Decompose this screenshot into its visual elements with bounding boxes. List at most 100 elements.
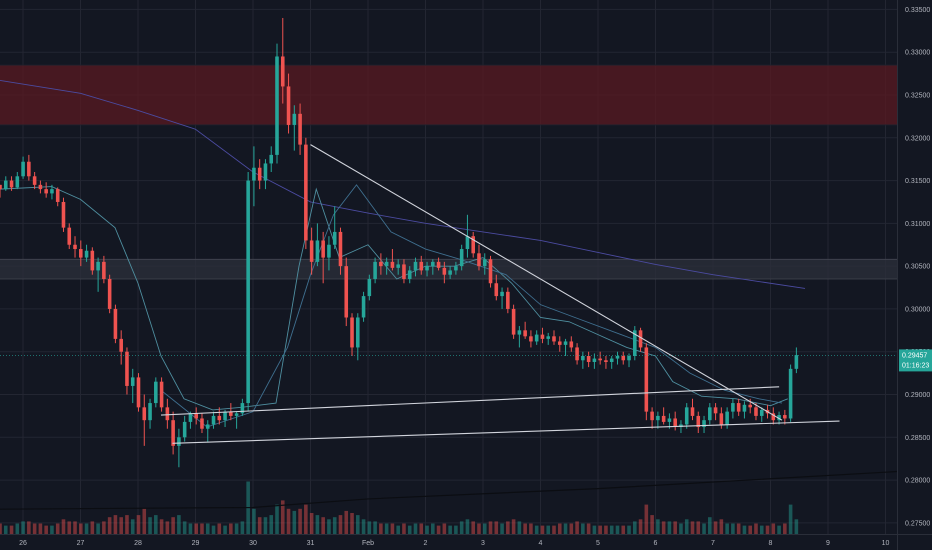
candle-up[interactable]: [407, 270, 412, 279]
candle-up[interactable]: [327, 244, 331, 258]
candle-up[interactable]: [361, 296, 366, 318]
candle-down[interactable]: [125, 351, 129, 386]
candle-down[interactable]: [586, 356, 591, 362]
candle-down[interactable]: [338, 231, 343, 267]
candle-down[interactable]: [44, 189, 48, 194]
candle-down[interactable]: [0, 184, 2, 190]
candle-down[interactable]: [506, 291, 510, 309]
candle-up[interactable]: [292, 113, 297, 125]
candle-down[interactable]: [494, 283, 499, 297]
candle-down[interactable]: [540, 334, 545, 339]
candle-up[interactable]: [425, 266, 429, 271]
candle-up[interactable]: [459, 249, 464, 267]
candle-down[interactable]: [119, 338, 123, 352]
candle-up[interactable]: [269, 154, 274, 164]
candle-up[interactable]: [413, 261, 418, 271]
candle-down[interactable]: [690, 407, 695, 416]
candle-up[interactable]: [356, 317, 360, 348]
candle-down[interactable]: [719, 413, 724, 425]
candle-up[interactable]: [517, 330, 522, 335]
candle-up[interactable]: [482, 259, 487, 267]
candle-up[interactable]: [627, 356, 631, 361]
candle-down[interactable]: [159, 381, 164, 408]
candle-up[interactable]: [546, 336, 551, 339]
candle-down[interactable]: [511, 308, 516, 335]
candle-down[interactable]: [102, 261, 106, 279]
candle-up[interactable]: [177, 437, 181, 446]
candle-down[interactable]: [402, 264, 406, 279]
candle-down[interactable]: [229, 411, 233, 416]
candle-down[interactable]: [379, 261, 383, 267]
candle-up[interactable]: [373, 261, 377, 279]
candle-down[interactable]: [673, 418, 677, 428]
candle-down[interactable]: [650, 411, 654, 421]
candle-up[interactable]: [84, 250, 89, 258]
candle-up[interactable]: [534, 334, 539, 342]
candle-down[interactable]: [552, 336, 556, 342]
candle-down[interactable]: [557, 341, 562, 345]
candle-up[interactable]: [702, 420, 706, 428]
candle-up[interactable]: [500, 291, 504, 297]
candle-up[interactable]: [3, 180, 8, 190]
candle-up[interactable]: [667, 418, 672, 422]
candle-down[interactable]: [344, 266, 349, 318]
candle-up[interactable]: [794, 355, 799, 369]
candle-up[interactable]: [263, 163, 268, 181]
candle-down[interactable]: [638, 330, 643, 348]
candle-up[interactable]: [708, 407, 712, 421]
rising-upper-trendline[interactable]: [160, 386, 780, 416]
candle-up[interactable]: [592, 358, 597, 362]
candle-down[interactable]: [748, 404, 752, 408]
candle-down[interactable]: [569, 341, 574, 348]
descending-resistance-trendline[interactable]: [310, 144, 783, 421]
candle-down[interactable]: [32, 176, 37, 185]
candle-down[interactable]: [754, 407, 758, 416]
candle-down[interactable]: [9, 180, 14, 188]
candle-down[interactable]: [200, 418, 204, 429]
candle-down[interactable]: [165, 407, 170, 421]
candle-up[interactable]: [50, 189, 54, 194]
candle-down[interactable]: [280, 56, 285, 87]
candle-up[interactable]: [252, 167, 256, 181]
candle-down[interactable]: [661, 415, 666, 422]
candle-down[interactable]: [142, 407, 147, 421]
candle-up[interactable]: [725, 411, 729, 425]
candle-up[interactable]: [154, 381, 158, 404]
candle-up[interactable]: [96, 261, 100, 271]
candle-down[interactable]: [350, 317, 354, 348]
candle-up[interactable]: [240, 403, 245, 414]
candle-down[interactable]: [604, 360, 608, 362]
candle-down[interactable]: [621, 356, 626, 361]
candle-down[interactable]: [575, 347, 579, 361]
candle-up[interactable]: [609, 358, 614, 362]
candle-down[interactable]: [713, 407, 718, 414]
candle-down[interactable]: [38, 184, 43, 190]
candle-down[interactable]: [286, 86, 291, 125]
candle-down[interactable]: [477, 253, 481, 267]
candle-down[interactable]: [696, 415, 701, 428]
candle-up[interactable]: [431, 261, 435, 267]
candle-up[interactable]: [679, 424, 683, 428]
candle-down[interactable]: [90, 250, 95, 271]
candle-down[interactable]: [783, 415, 787, 419]
candle-up[interactable]: [615, 356, 620, 359]
candle-down[interactable]: [442, 267, 447, 275]
candle-down[interactable]: [217, 415, 222, 421]
candle-up[interactable]: [148, 403, 152, 421]
candle-up[interactable]: [182, 421, 187, 438]
candle-up[interactable]: [130, 377, 135, 386]
candle-up[interactable]: [332, 231, 337, 245]
time-axis[interactable]: 26 27 28 29 30 31 Feb 2 3 4 5 6 7 8 9 10: [19, 540, 889, 547]
candle-down[interactable]: [136, 377, 141, 408]
candle-up[interactable]: [15, 176, 20, 188]
candle-up[interactable]: [656, 415, 660, 421]
candle-down[interactable]: [736, 403, 741, 412]
candle-up[interactable]: [315, 240, 320, 262]
candle-down[interactable]: [471, 236, 475, 254]
candle-up[interactable]: [788, 368, 793, 419]
candle-down[interactable]: [309, 240, 314, 262]
candle-down[interactable]: [488, 259, 493, 284]
candle-up[interactable]: [211, 415, 216, 425]
candle-up[interactable]: [454, 266, 458, 271]
